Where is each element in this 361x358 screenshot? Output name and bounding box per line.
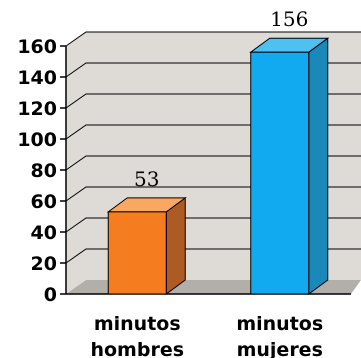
bar-side xyxy=(165,196,186,295)
y-tick-label: 160 xyxy=(17,36,57,58)
x-category-label: hombres xyxy=(90,339,184,358)
bar-front xyxy=(107,211,167,295)
data-labels: 53 156 xyxy=(134,7,308,191)
y-tick-label: 40 xyxy=(31,222,57,244)
bar-side xyxy=(308,37,329,295)
y-tick-label: 60 xyxy=(31,191,57,213)
y-axis-ticks: 0 20 40 60 80 100 120 140 160 xyxy=(17,36,351,306)
bars xyxy=(106,37,330,295)
x-category-label: mujeres xyxy=(237,339,323,358)
data-label: 53 xyxy=(134,167,159,191)
y-tick-label: 140 xyxy=(17,67,57,89)
bar xyxy=(106,196,187,295)
x-category-label: minutos xyxy=(236,313,323,335)
y-tick-label: 0 xyxy=(44,284,57,306)
bar-front xyxy=(250,51,310,295)
y-tick-label: 100 xyxy=(17,129,57,151)
bar xyxy=(249,37,330,295)
gridline xyxy=(65,31,361,47)
y-tick-label: 80 xyxy=(31,160,57,182)
y-tick-label: 20 xyxy=(31,253,57,275)
data-label: 156 xyxy=(270,7,308,31)
x-category-label: minutos xyxy=(94,313,181,335)
y-tick-label: 120 xyxy=(17,98,57,120)
category-labels: minutos hombres minutos mujeres xyxy=(90,313,323,358)
